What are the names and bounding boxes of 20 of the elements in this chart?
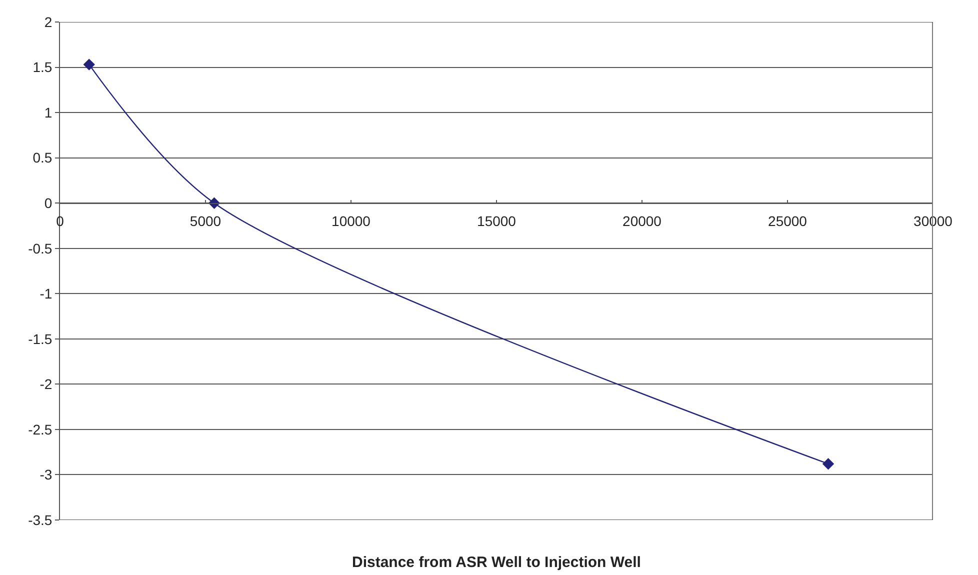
x-tick-label: 15000: [477, 212, 516, 229]
x-tick-label: 25000: [768, 212, 808, 229]
y-tick-label: -3.5: [28, 512, 52, 528]
y-tick-label: -2: [40, 376, 52, 392]
y-tick-label: -2.5: [28, 421, 52, 438]
x-tick-label: 10000: [332, 212, 371, 229]
y-tick-label: -1: [40, 286, 52, 302]
y-tick-label: -0.5: [28, 240, 52, 256]
y-tick-label: 1: [44, 104, 52, 120]
y-tick-label: 1.5: [32, 59, 52, 76]
x-tick-label: 20000: [622, 212, 662, 229]
y-tick-label: -3: [40, 466, 52, 483]
y-tick-label: 0.5: [32, 150, 52, 166]
point: [83, 58, 95, 70]
y-tick-label: 2: [44, 14, 52, 30]
x-axis-title: Distance from ASR Well to Injection Well: [352, 554, 641, 571]
point: [822, 458, 834, 470]
y-tick-label: -1.5: [28, 330, 52, 347]
y-tick-label: 0: [44, 194, 52, 211]
x-tick-label: 5000: [190, 212, 222, 229]
